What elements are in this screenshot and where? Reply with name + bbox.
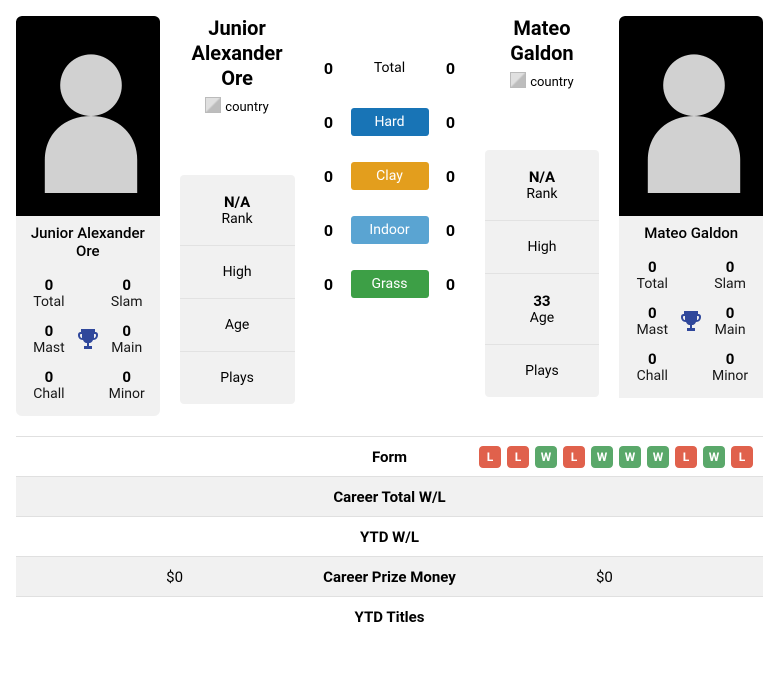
stat-mast: 0 Mast <box>625 304 679 338</box>
form-chip: W <box>591 446 613 468</box>
high-row: High <box>180 246 295 299</box>
h2h-total-row: 0 Total 0 <box>315 54 465 82</box>
form-chip: W <box>535 446 557 468</box>
stat-main: 0 Main <box>703 304 757 338</box>
row-form: Form LLWLWWWLWL <box>16 437 763 477</box>
row-ytd-wl: YTD W/L <box>16 517 763 557</box>
stat-mast: 0 Mast <box>22 322 76 356</box>
plays-row: Plays <box>485 345 600 397</box>
player-flag-right: country <box>485 72 600 90</box>
silhouette-icon <box>639 36 749 196</box>
age-row: 33 Age <box>485 274 600 345</box>
player-name-right: Mateo Galdon <box>619 216 763 250</box>
stat-minor: 0 Minor <box>703 350 757 384</box>
h2h-surface-indoor: 0Indoor0 <box>315 216 465 244</box>
trophy-icon <box>76 322 100 356</box>
form-chip: L <box>675 446 697 468</box>
form-chip: L <box>479 446 501 468</box>
stat-main: 0 Main <box>100 322 154 356</box>
silhouette-icon <box>36 36 146 196</box>
stat-total: 0 Total <box>625 258 679 292</box>
form-chip: L <box>731 446 753 468</box>
player-photo-right <box>619 16 763 216</box>
h2h-surface-hard: 0Hard0 <box>315 108 465 136</box>
player-card-right: Mateo Galdon 0 Total 0 Slam 0 Mast 0 Mai… <box>619 16 763 416</box>
stat-chall: 0 Chall <box>22 368 76 402</box>
player-titles-grid-right: 0 Total 0 Slam 0 Mast 0 Main 0 Chall <box>619 250 763 398</box>
h2h-surface-rows: 0Hard0 0Clay0 0Indoor0 0Grass0 <box>315 108 465 324</box>
h2h-surface-grass: 0Grass0 <box>315 270 465 298</box>
player-summary-right: Mateo Galdon country N/A Rank High 33 Ag… <box>485 16 600 416</box>
surface-chip[interactable]: Grass <box>351 270 429 298</box>
player-titles-grid-left: 0 Total 0 Slam 0 Mast 0 Main 0 Chall <box>16 268 160 416</box>
rank-row: N/A Rank <box>180 175 295 246</box>
form-chip: W <box>619 446 641 468</box>
form-chip: L <box>507 446 529 468</box>
row-career-money: $0 Career Prize Money $0 <box>16 557 763 597</box>
form-chip: L <box>563 446 585 468</box>
stat-slam: 0 Slam <box>703 258 757 292</box>
player-flag-left: country <box>180 97 295 115</box>
form-chip: W <box>703 446 725 468</box>
comparison-rows: Form LLWLWWWLWL Career Total W/L YTD W/L… <box>16 436 763 637</box>
player-photo-left <box>16 16 160 216</box>
stat-total: 0 Total <box>22 276 76 310</box>
player-card-left: Junior Alexander Ore 0 Total 0 Slam 0 Ma… <box>16 16 160 416</box>
h2h-surface-clay: 0Clay0 <box>315 162 465 190</box>
form-chips-right: LLWLWWWLWL <box>407 446 753 468</box>
form-chip: W <box>647 446 669 468</box>
row-ytd-titles: YTD Titles <box>16 597 763 637</box>
top-section: Junior Alexander Ore 0 Total 0 Slam 0 Ma… <box>16 16 763 416</box>
trophy-icon <box>679 304 703 338</box>
player-heading-left: Junior Alexander Ore <box>180 16 295 91</box>
player-info-left: N/A Rank High Age Plays <box>180 175 295 404</box>
surface-chip[interactable]: Hard <box>351 108 429 136</box>
player-summary-left: Junior Alexander Ore country N/A Rank Hi… <box>180 16 295 416</box>
surface-chip[interactable]: Indoor <box>351 216 429 244</box>
h2h-center: 0 Total 0 0Hard0 0Clay0 0Indoor0 0Grass0 <box>315 16 465 416</box>
plays-row: Plays <box>180 352 295 404</box>
rank-row: N/A Rank <box>485 150 600 221</box>
stat-slam: 0 Slam <box>100 276 154 310</box>
row-career-wl: Career Total W/L <box>16 477 763 517</box>
stat-chall: 0 Chall <box>625 350 679 384</box>
player-heading-right: Mateo Galdon <box>485 16 600 66</box>
player-info-right: N/A Rank High 33 Age Plays <box>485 150 600 397</box>
stat-minor: 0 Minor <box>100 368 154 402</box>
age-row: Age <box>180 299 295 352</box>
surface-chip[interactable]: Clay <box>351 162 429 190</box>
player-name-left: Junior Alexander Ore <box>16 216 160 268</box>
high-row: High <box>485 221 600 274</box>
